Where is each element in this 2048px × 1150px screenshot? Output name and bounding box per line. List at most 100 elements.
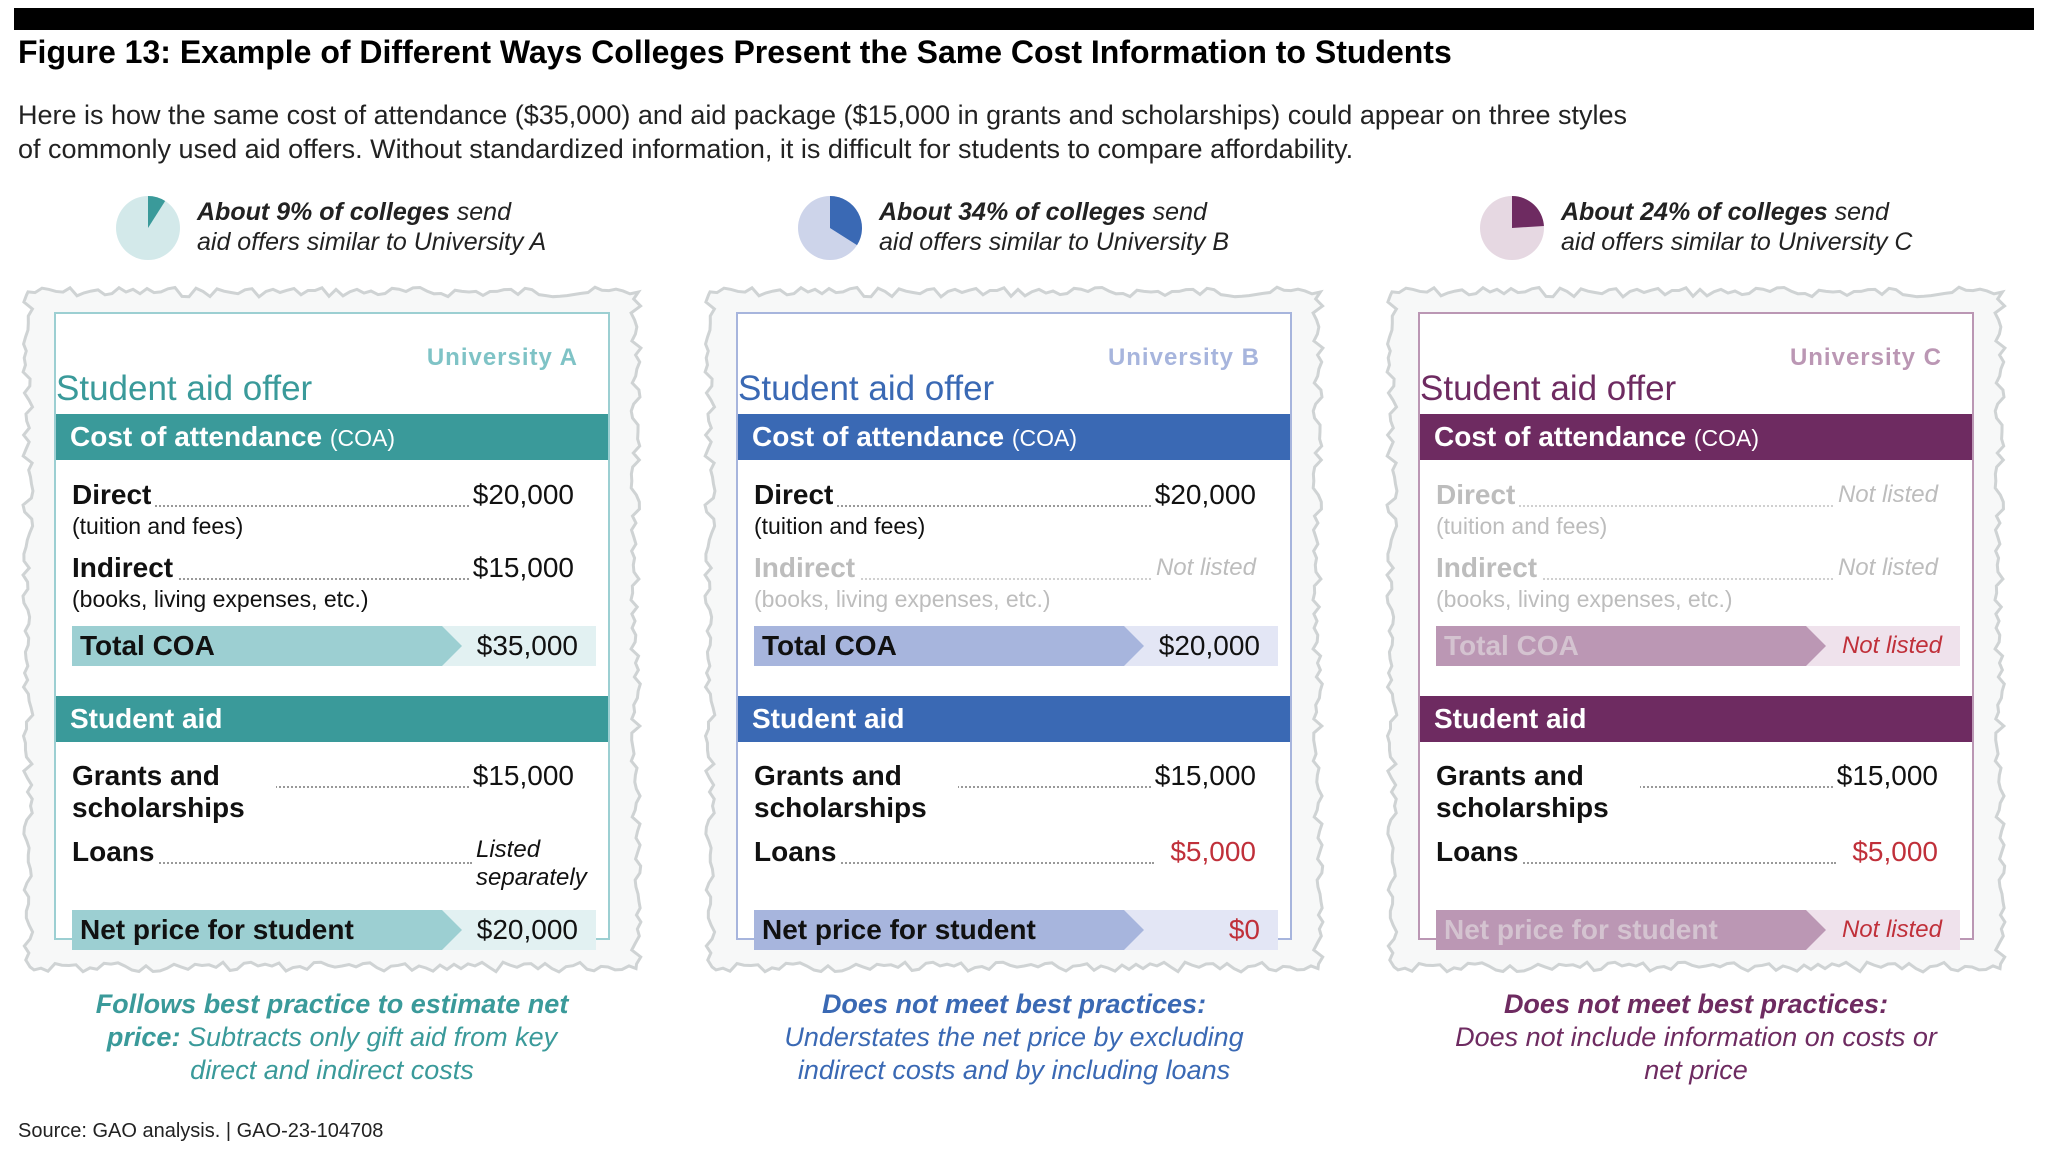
coa-header: Cost of attendance (COA) (738, 414, 1290, 460)
offer-card: University B Student aid offer Cost of att… (736, 312, 1292, 950)
share-text: About 24% of colleges send aid offers sim… (1561, 198, 1913, 256)
note-bold: Does not meet best practices: (1503, 989, 1889, 1019)
net-price-band-value: $0 (1228, 914, 1260, 945)
indirect-row-leader (754, 578, 1154, 580)
loans-row-value: $5,000 (1848, 836, 1938, 868)
net-price-band-arrow-shape (754, 910, 1144, 950)
net-price-band-label: Net price for student (1444, 914, 1718, 945)
offer-panel-2: University B Student aid offer Cost of att… (700, 282, 1328, 977)
loans-row-label: Loans (72, 836, 159, 868)
coa-abbrev: (COA) (1693, 425, 1759, 451)
share-pie-icon (798, 196, 862, 260)
offer-body: Direct (tuition and fees) $20,000 Indirect(… (56, 314, 608, 938)
grants-row-label: Grants and scholarships (754, 760, 958, 824)
indirect-row: Indirect (books, living expenses, etc.) $1… (72, 552, 592, 612)
total-coa-band: Total COA Not listed (1436, 626, 1960, 666)
university-name: University A (426, 344, 578, 371)
loans-row-leader (754, 862, 1154, 864)
share-text: About 9% of colleges send aid offers simi… (197, 198, 547, 256)
note-text: Understates the net price by excluding i… (784, 1022, 1244, 1085)
offer-title: Student aid offer (1420, 369, 1677, 408)
direct-row-label: Direct (72, 479, 156, 511)
direct-row: Direct (tuition and fees) Not listed (1436, 479, 1956, 539)
share-line-2: aid offers similar to University C (1561, 228, 1913, 256)
offer-card: University C Student aid offer Cost of att… (1418, 312, 1974, 950)
note-bold: Follows best practice to estimate net pr… (95, 989, 569, 1052)
grants-row: Grants and scholarships $15,000 (72, 760, 592, 830)
share-pie-icon (116, 196, 180, 260)
note-text: Subtracts only gift aid from key direct … (180, 1022, 558, 1085)
offer-title: Student aid offer (738, 369, 995, 408)
share-text: About 34% of colleges send aid offers sim… (879, 198, 1230, 256)
indirect-row-leader (72, 578, 472, 580)
university-name: University C (1789, 344, 1942, 371)
grants-row: Grants and scholarships $15,000 (1436, 760, 1956, 830)
total-coa-band-label: Total COA (762, 630, 897, 661)
offer-title: Student aid offer (56, 369, 313, 408)
direct-row-sublabel: (tuition and fees) (754, 513, 926, 539)
intro-line-2: of commonly used aid offers. Without sta… (18, 134, 1354, 164)
indirect-row: Indirect (books, living expenses, etc.) No… (1436, 552, 1956, 612)
net-price-band: Net price for student $0 (754, 910, 1278, 950)
net-price-band-label: Net price for student (80, 914, 354, 945)
loans-row-value: $5,000 (1166, 836, 1256, 868)
direct-row-sublabel: (tuition and fees) (72, 513, 244, 539)
coa-header-label: Cost of attendance (1434, 421, 1687, 452)
aid-body: Grants and scholarships $15,000 Loans $5,00… (738, 314, 1290, 950)
net-price-band-arrow-shape (72, 910, 462, 950)
offer-panel-1: University A Student aid offer Cost of att… (18, 282, 646, 977)
coa-header: Cost of attendance (COA) (56, 414, 608, 460)
direct-row-leader (754, 505, 1154, 507)
coa-abbrev: (COA) (329, 425, 395, 451)
direct-row-value: Not listed (1833, 479, 1938, 511)
net-price-band-label: Net price for student (762, 914, 1036, 945)
offer-body: Direct (tuition and fees) $20,000 Indirect(… (738, 314, 1290, 938)
grants-row-value: $15,000 (1150, 760, 1256, 792)
pie-share-slice (1512, 196, 1544, 228)
coa-header-label: Cost of attendance (752, 421, 1005, 452)
total-coa-band-arrow-shape (72, 626, 462, 666)
share-line-2: aid offers similar to University A (197, 228, 547, 256)
total-coa-band: Total COA $35,000 (72, 626, 596, 666)
figure-title: Figure 13: Example of Different Ways Col… (18, 34, 1452, 70)
direct-row: Direct (tuition and fees) $20,000 (72, 479, 592, 539)
indirect-row-label: Indirect (1436, 552, 1542, 584)
share-bold: About 34% of colleges (879, 198, 1146, 226)
intro-text: Here is how the same cost of attendance … (18, 98, 1627, 166)
total-coa-band-value: $20,000 (1158, 630, 1260, 661)
coa-header-label: Cost of attendance (70, 421, 323, 452)
aid-body: Grants and scholarships $15,000 Loans $5,00… (1420, 314, 1972, 950)
net-price-band: Net price for student Not listed (1436, 910, 1960, 950)
indirect-row-sublabel: (books, living expenses, etc.) (754, 586, 1051, 612)
note-bold: Does not meet best practices: (821, 989, 1207, 1019)
direct-row-value: $20,000 (468, 479, 574, 511)
total-coa-band-value: $35,000 (476, 630, 578, 661)
pie-share-slice (830, 196, 862, 246)
direct-row-label: Direct (754, 479, 838, 511)
net-price-band: Net price for student $20,000 (72, 910, 596, 950)
loans-row: Loans $5,000 (754, 836, 1274, 896)
coa-header: Cost of attendance (COA) (1420, 414, 1972, 460)
student-aid-header: Student aid (738, 696, 1290, 742)
total-coa-band-label: Total COA (80, 630, 215, 661)
net-price-band-value: Not listed (1841, 916, 1942, 943)
indirect-row-sublabel: (books, living expenses, etc.) (1436, 586, 1733, 612)
share-bold: About 9% of colleges (197, 198, 450, 226)
loans-row: Loans $5,000 (1436, 836, 1956, 896)
grants-row: Grants and scholarships $15,000 (754, 760, 1274, 830)
total-coa-band: Total COA $20,000 (754, 626, 1278, 666)
direct-row-leader (1436, 505, 1836, 507)
intro-line-1: Here is how the same cost of attendance … (18, 100, 1627, 130)
indirect-row: Indirect (books, living expenses, etc.) No… (754, 552, 1274, 612)
top-rule (14, 8, 2034, 30)
student-aid-header: Student aid (1420, 696, 1972, 742)
direct-row-leader (72, 505, 472, 507)
loans-row-leader (72, 862, 472, 864)
share-bold: About 24% of colleges (1561, 198, 1828, 226)
net-price-band-value: $20,000 (476, 914, 578, 945)
offer-card: University A Student aid offer Cost of att… (54, 312, 610, 950)
loans-row-label: Loans (754, 836, 841, 868)
pie-share-slice (148, 196, 166, 228)
direct-row-value: $20,000 (1150, 479, 1256, 511)
panel-note-3: Does not meet best practices: Does not in… (1382, 988, 2010, 1087)
